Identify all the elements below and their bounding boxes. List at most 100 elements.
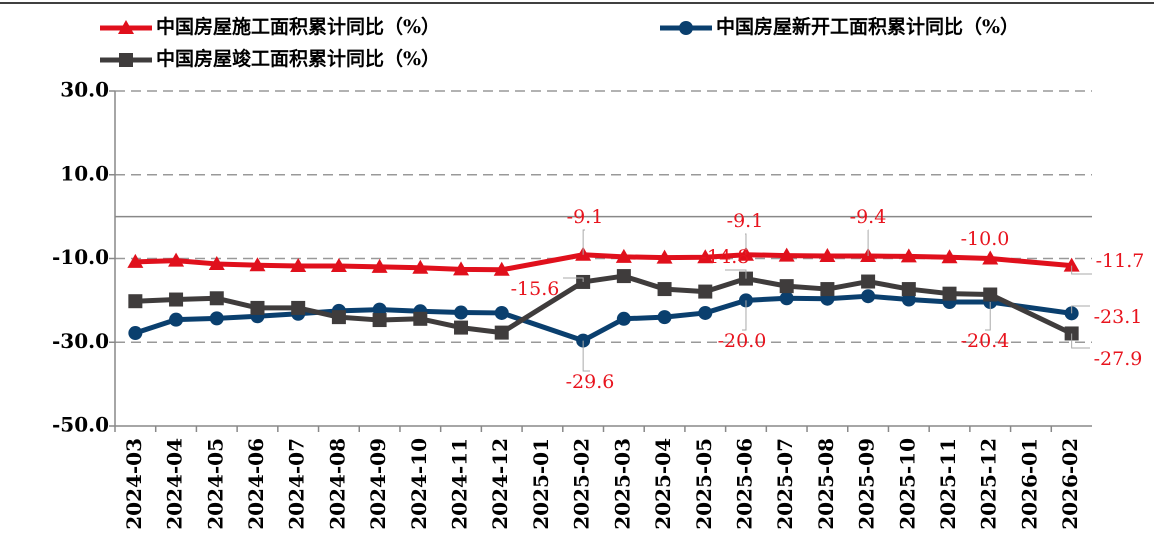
point-marker — [453, 261, 470, 276]
point-marker — [128, 294, 143, 309]
point-marker — [169, 292, 184, 307]
point-marker — [493, 261, 510, 276]
leader-line — [582, 340, 590, 372]
gap-connector — [987, 292, 1075, 336]
y-tick-label: -30.0 — [52, 329, 109, 353]
point-marker — [779, 291, 794, 306]
point-marker — [413, 311, 428, 326]
data-label: -15.6 — [511, 278, 560, 300]
point-marker — [900, 248, 917, 263]
legend-marker — [118, 20, 134, 34]
series-line — [135, 258, 502, 273]
gap-connector — [987, 299, 1075, 316]
x-tick-label: 2024-09 — [366, 438, 390, 530]
y-tick-label: -10.0 — [52, 245, 109, 269]
y-tick-label: 30.0 — [60, 78, 109, 102]
x-tick-label: 2025-04 — [651, 438, 675, 530]
point-marker — [656, 249, 673, 264]
x-tick-label: 2025-07 — [773, 438, 797, 530]
leader-line — [725, 269, 747, 279]
x-tick-label: 2025-03 — [610, 438, 634, 530]
point-marker — [169, 312, 184, 327]
point-marker — [657, 310, 672, 325]
x-tick-label: 2024-07 — [285, 438, 309, 530]
point-marker — [127, 253, 144, 268]
legend-label: 中国房屋竣工面积累计同比（%） — [156, 47, 440, 70]
point-marker — [941, 249, 958, 264]
gap-connector — [499, 279, 586, 336]
point-marker — [942, 286, 957, 301]
leader-line — [745, 233, 747, 255]
point-marker — [820, 282, 835, 297]
point-marker — [1063, 257, 1080, 272]
point-marker — [861, 289, 876, 304]
point-marker — [494, 305, 509, 320]
point-marker — [698, 305, 713, 320]
x-tick-label: 2024-12 — [488, 438, 512, 530]
leader-line — [1071, 305, 1090, 314]
gap-connector — [499, 252, 586, 273]
point-marker — [250, 300, 265, 315]
point-marker — [819, 247, 836, 262]
point-marker — [983, 287, 998, 302]
data-label: -14.8 — [701, 246, 750, 268]
x-tick-label: 2025-09 — [855, 438, 879, 530]
point-marker — [861, 274, 876, 289]
x-tick-label: 2024-06 — [244, 438, 268, 530]
point-marker — [901, 282, 916, 297]
data-label: -29.6 — [566, 371, 615, 393]
x-tick-label: 2025-02 — [570, 438, 594, 530]
point-marker — [209, 311, 224, 326]
leader-line — [582, 229, 585, 255]
leader-line — [985, 302, 991, 331]
point-marker — [290, 258, 307, 273]
point-marker — [249, 257, 266, 272]
x-tick-label: 2025-06 — [732, 438, 756, 530]
data-label: -9.4 — [850, 206, 887, 228]
legend-label: 中国房屋新开工面积累计同比（%） — [716, 15, 1019, 38]
x-tick-label: 2026-02 — [1058, 438, 1082, 530]
x-tick-label: 2026-01 — [1017, 438, 1041, 530]
x-tick-label: 2025-01 — [529, 438, 553, 530]
point-marker — [982, 250, 999, 265]
x-tick-label: 2025-05 — [692, 438, 716, 530]
series-line — [135, 295, 503, 336]
point-marker — [371, 258, 388, 273]
data-label: -10.0 — [961, 228, 1010, 250]
x-tick-label: 2025-11 — [936, 438, 960, 530]
x-tick-label: 2024-03 — [122, 438, 146, 530]
x-tick-label: 2024-10 — [407, 438, 431, 530]
data-label: -27.9 — [1094, 348, 1143, 370]
x-tick-label: 2024-04 — [163, 438, 187, 530]
point-marker — [209, 291, 224, 306]
legend-marker — [679, 21, 693, 35]
point-marker — [454, 305, 469, 320]
point-marker — [208, 255, 225, 270]
gap-connector — [987, 256, 1075, 269]
legend-marker — [119, 53, 133, 67]
leader-line — [563, 277, 584, 282]
point-marker — [657, 282, 672, 297]
data-label: -11.7 — [1096, 250, 1145, 272]
data-label: -9.1 — [727, 210, 764, 232]
leader-line — [742, 300, 747, 331]
point-marker — [778, 247, 795, 262]
point-marker — [454, 320, 469, 335]
x-tick-label: 2024-11 — [448, 438, 472, 530]
data-label: -9.1 — [567, 206, 604, 228]
point-marker — [698, 284, 713, 299]
point-marker — [331, 310, 346, 325]
leader-line — [1071, 333, 1090, 349]
y-tick-label: 10.0 — [60, 161, 109, 185]
x-tick-label: 2025-12 — [977, 438, 1001, 530]
data-label: -20.0 — [718, 330, 767, 352]
point-marker — [372, 313, 387, 328]
x-tick-label: 2025-08 — [814, 438, 838, 530]
x-tick-label: 2024-08 — [325, 438, 349, 530]
y-tick-label: -50.0 — [52, 413, 109, 437]
data-label: -20.4 — [961, 330, 1010, 352]
gap-connector — [499, 310, 586, 344]
point-marker — [615, 248, 632, 263]
x-tick-label: 2024-05 — [203, 438, 227, 530]
